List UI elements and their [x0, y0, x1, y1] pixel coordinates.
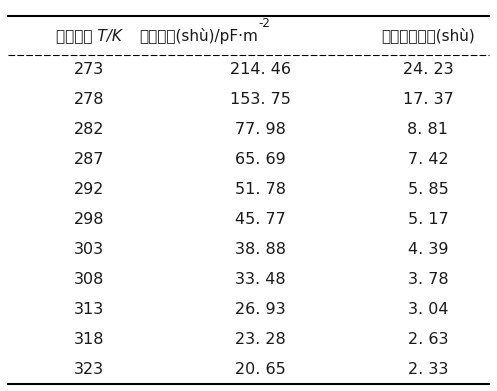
Text: 17. 37: 17. 37 [403, 92, 453, 107]
Text: 77. 98: 77. 98 [236, 122, 286, 137]
Text: 65. 69: 65. 69 [236, 152, 286, 167]
Text: 298: 298 [74, 212, 104, 227]
Text: 292: 292 [74, 182, 104, 197]
Text: 323: 323 [74, 362, 104, 377]
Text: 2. 63: 2. 63 [408, 332, 448, 347]
Text: 45. 77: 45. 77 [236, 212, 286, 227]
Text: 26. 93: 26. 93 [236, 302, 286, 317]
Text: -2: -2 [259, 17, 271, 30]
Text: 303: 303 [74, 242, 104, 257]
Text: 4. 39: 4. 39 [408, 242, 448, 257]
Text: 3. 78: 3. 78 [408, 272, 448, 287]
Text: 5. 85: 5. 85 [408, 182, 448, 197]
Text: 2. 33: 2. 33 [408, 362, 448, 377]
Text: 33. 48: 33. 48 [236, 272, 286, 287]
Text: 287: 287 [74, 152, 104, 167]
Text: 318: 318 [74, 332, 104, 347]
Text: 51. 78: 51. 78 [235, 182, 286, 197]
Text: 介電常數(shù)/pF·m: 介電常數(shù)/pF·m [140, 27, 258, 43]
Text: 313: 313 [74, 302, 104, 317]
Text: 153. 75: 153. 75 [230, 92, 291, 107]
Text: 恒溫溫度 T/K: 恒溫溫度 T/K [56, 28, 122, 43]
Text: 24. 23: 24. 23 [403, 62, 453, 77]
Text: 282: 282 [74, 122, 104, 137]
Text: 5. 17: 5. 17 [408, 212, 448, 227]
Text: 23. 28: 23. 28 [236, 332, 286, 347]
Text: 38. 88: 38. 88 [235, 242, 286, 257]
Text: 214. 46: 214. 46 [230, 62, 291, 77]
Text: 7. 42: 7. 42 [408, 152, 448, 167]
Text: 8. 81: 8. 81 [408, 122, 448, 137]
Text: 278: 278 [74, 92, 104, 107]
Text: 相對介電常數(shù): 相對介電常數(shù) [381, 28, 475, 43]
Text: 273: 273 [74, 62, 104, 77]
Text: 308: 308 [74, 272, 104, 287]
Text: 20. 65: 20. 65 [236, 362, 286, 377]
Text: 3. 04: 3. 04 [408, 302, 448, 317]
